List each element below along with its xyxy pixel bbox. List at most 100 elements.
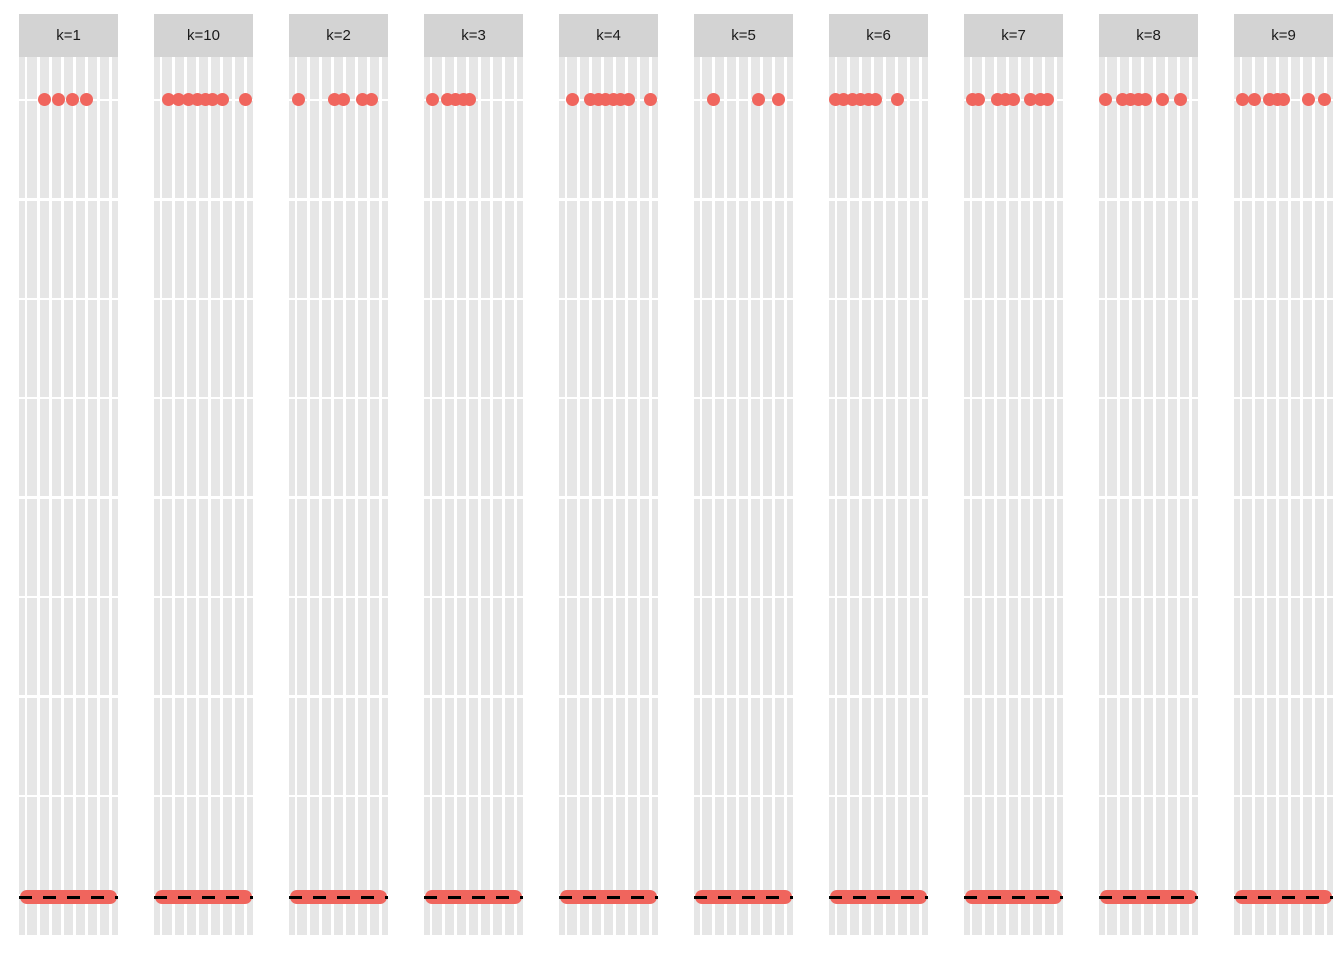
v-gridline: [184, 57, 187, 935]
facet-panel: [154, 57, 253, 935]
data-point: [364, 92, 378, 106]
h-gridline: [424, 496, 523, 499]
v-gridline: [36, 57, 40, 935]
v-gridline: [772, 57, 775, 935]
v-gridline: [196, 57, 199, 935]
facet-strip: k=7: [964, 14, 1063, 57]
h-gridline: [424, 794, 523, 798]
facet-strip-label: k=7: [1001, 27, 1026, 44]
v-gridline: [1018, 57, 1021, 935]
v-gridline: [834, 57, 838, 935]
facet-strip: k=10: [154, 14, 253, 57]
h-gridline: [289, 794, 388, 798]
facet-strip-label: k=4: [596, 27, 621, 44]
h-gridline: [424, 198, 523, 201]
data-point: [37, 92, 51, 106]
v-gridline: [514, 57, 517, 935]
v-gridline: [711, 57, 715, 935]
data-point: [751, 92, 765, 106]
v-gridline: [1276, 57, 1279, 935]
v-gridline: [784, 57, 787, 935]
facet-panel: [19, 57, 118, 935]
v-gridline: [871, 57, 874, 935]
facet-strip-label: k=5: [731, 27, 756, 44]
facet-strip: k=4: [559, 14, 658, 57]
h-gridline: [289, 695, 388, 698]
v-gridline: [429, 57, 433, 935]
baseline-dashed-line: [424, 895, 523, 899]
facet-column: k=5: [694, 14, 793, 935]
v-gridline: [379, 57, 382, 935]
h-gridline: [694, 98, 793, 102]
h-gridline: [694, 496, 793, 499]
h-gridline: [1099, 297, 1198, 301]
data-point: [51, 92, 65, 106]
data-point: [1276, 92, 1290, 106]
v-gridline: [1189, 57, 1192, 935]
v-gridline: [919, 57, 922, 935]
v-gridline: [1300, 57, 1303, 935]
h-gridline: [19, 198, 118, 201]
facet-column: k=10: [154, 14, 253, 935]
h-gridline: [829, 198, 928, 201]
h-gridline: [964, 198, 1063, 201]
data-point: [79, 92, 93, 106]
facet-panel: [1234, 57, 1333, 935]
h-gridline: [424, 695, 523, 698]
v-gridline: [883, 57, 886, 935]
h-gridline: [694, 794, 793, 798]
h-gridline: [1099, 595, 1198, 599]
v-gridline: [846, 57, 850, 935]
v-gridline: [1239, 57, 1243, 935]
facet-panel: [694, 57, 793, 935]
data-point: [971, 92, 985, 106]
h-gridline: [559, 794, 658, 798]
h-gridline: [559, 198, 658, 201]
h-gridline: [1099, 198, 1198, 201]
v-gridline: [61, 57, 64, 935]
facet-column: k=1: [19, 14, 118, 935]
v-gridline: [319, 57, 322, 935]
v-gridline: [699, 57, 703, 935]
v-gridline: [343, 57, 346, 935]
h-gridline: [289, 595, 388, 599]
v-gridline: [1153, 57, 1156, 935]
h-gridline: [154, 396, 253, 400]
v-gridline: [1030, 57, 1033, 935]
h-gridline: [829, 396, 928, 400]
v-gridline: [159, 57, 163, 935]
facet-column: k=7: [964, 14, 1063, 935]
data-point: [65, 92, 79, 106]
v-gridline: [220, 57, 223, 935]
h-gridline: [19, 396, 118, 400]
v-gridline: [1288, 57, 1291, 935]
h-gridline: [964, 496, 1063, 499]
data-point: [643, 92, 657, 106]
facet-strip-label: k=1: [56, 27, 81, 44]
h-gridline: [289, 396, 388, 400]
h-gridline: [19, 496, 118, 499]
v-gridline: [649, 57, 652, 935]
h-gridline: [289, 496, 388, 499]
facet-strip: k=2: [289, 14, 388, 57]
facet-column: k=8: [1098, 14, 1198, 935]
v-gridline: [969, 57, 973, 935]
h-gridline: [964, 396, 1063, 400]
h-gridline: [829, 595, 928, 599]
data-point: [706, 92, 720, 106]
v-gridline: [355, 57, 358, 935]
facet-panel: [1098, 57, 1198, 935]
v-gridline: [760, 57, 763, 935]
facet-column: k=3: [424, 14, 523, 935]
data-point: [771, 92, 785, 106]
h-gridline: [424, 595, 523, 599]
facet-strip: k=1: [19, 14, 118, 57]
v-gridline: [232, 57, 235, 935]
v-gridline: [109, 57, 112, 935]
h-gridline: [829, 794, 928, 798]
v-gridline: [367, 57, 370, 935]
v-gridline: [748, 57, 751, 935]
h-gridline: [424, 396, 523, 400]
h-gridline: [559, 595, 658, 599]
v-gridline: [589, 57, 592, 935]
